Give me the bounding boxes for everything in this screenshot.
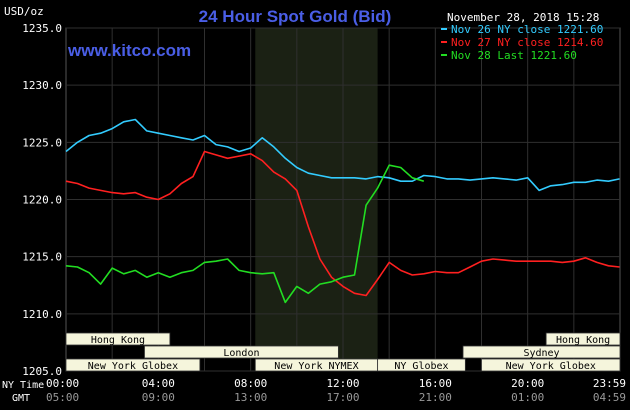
- session-label: Sydney: [523, 348, 559, 359]
- session-box: [65, 332, 171, 346]
- x-tick-label-ny: 20:00: [511, 377, 544, 390]
- legend-entry: Nov 28 Last 1221.60: [451, 49, 577, 62]
- session-box: [65, 358, 201, 372]
- session-box: [481, 358, 621, 372]
- x-tick-label-gmt: 05:00: [46, 391, 79, 404]
- y-tick-label: 1235.0: [22, 22, 62, 35]
- x-tick-label-ny: 08:00: [234, 377, 267, 390]
- y-tick-label: 1220.0: [22, 194, 62, 207]
- x-tick-label-ny: 00:00: [46, 377, 79, 390]
- session-label: NY Globex: [394, 361, 448, 372]
- x-tick-label-ny: 12:00: [326, 377, 359, 390]
- x-tick-label-gmt: 04:59: [593, 391, 626, 404]
- x-tick-label-ny: 23:59: [593, 377, 626, 390]
- session-label: New York NYMEX: [274, 361, 358, 372]
- x-tick-label-gmt: 01:00: [511, 391, 544, 404]
- x-tick-label-gmt: 09:00: [142, 391, 175, 404]
- y-axis-unit-label: USD/oz: [4, 5, 44, 18]
- legend-entry: Nov 27 NY close 1214.60: [451, 36, 603, 49]
- x-tick-label-gmt: 17:00: [326, 391, 359, 404]
- session-box: [377, 358, 466, 372]
- series-line-1: [65, 118, 620, 192]
- session-box: [144, 345, 339, 359]
- x-tick-label-gmt: 13:00: [234, 391, 267, 404]
- session-label: Hong Kong: [91, 335, 145, 346]
- session-label: New York Globex: [506, 361, 596, 372]
- gmt-row-label: GMT: [12, 393, 30, 404]
- session-label: Hong Kong: [556, 335, 610, 346]
- y-tick-label: 1215.0: [22, 251, 62, 264]
- session-label: New York Globex: [88, 361, 178, 372]
- session-label: London: [223, 348, 259, 359]
- legend-entry: Nov 26 NY close 1221.60: [451, 23, 603, 36]
- x-tick-label-ny: 04:00: [142, 377, 175, 390]
- watermark-text: www.kitco.com: [67, 41, 191, 60]
- y-tick-label: 1210.0: [22, 308, 62, 321]
- series-line-3: [65, 164, 425, 304]
- chart-title: 24 Hour Spot Gold (Bid): [199, 7, 392, 26]
- y-tick-label: 1230.0: [22, 79, 62, 92]
- plot-area: 1205.0 1210.0 1215.0 1220.0 1225.0 1230.0 1235…: [22, 22, 626, 404]
- x-tick-label-gmt: 21:00: [419, 391, 452, 404]
- series-line-2: [65, 150, 620, 297]
- y-tick-label: 1205.0: [22, 365, 62, 378]
- chart-timestamp: November 28, 2018 15:28: [447, 11, 599, 24]
- session-box: [462, 345, 621, 359]
- ny-time-row-label: NY Time: [2, 380, 44, 391]
- y-tick-label: 1225.0: [22, 136, 62, 149]
- x-tick-label-ny: 16:00: [419, 377, 452, 390]
- session-box: [545, 332, 621, 346]
